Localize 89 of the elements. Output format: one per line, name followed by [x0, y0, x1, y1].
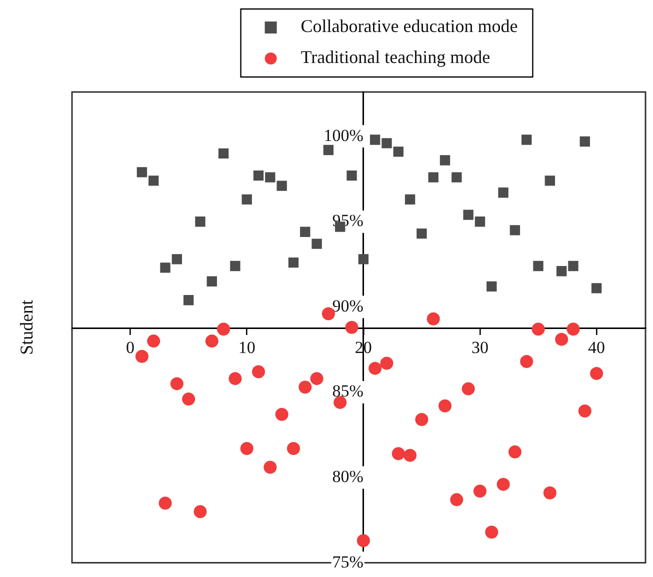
point: [242, 194, 252, 205]
point: [520, 355, 534, 368]
point: [345, 320, 358, 334]
x-tick-label: 30: [471, 338, 488, 357]
point: [218, 148, 229, 159]
point: [288, 257, 299, 268]
point: [404, 194, 416, 205]
point: [404, 448, 417, 462]
point: [580, 136, 590, 147]
point: [508, 445, 522, 458]
point: [275, 408, 288, 421]
point: [312, 238, 322, 249]
point: [182, 392, 196, 406]
point: [230, 260, 240, 272]
point: [533, 260, 544, 272]
point: [496, 478, 510, 491]
point: [393, 146, 404, 157]
legend-label: Collaborative education mode: [300, 16, 518, 36]
point: [544, 176, 556, 186]
point: [450, 493, 464, 506]
y-tick-label: 85%: [332, 382, 364, 401]
point: [358, 254, 369, 264]
point: [462, 382, 475, 396]
point: [415, 413, 428, 426]
point: [486, 281, 497, 292]
y-axis-title: Student: [16, 300, 37, 355]
y-tick-label: 100%: [324, 126, 364, 145]
point: [298, 380, 312, 394]
point: [416, 228, 427, 239]
point: [300, 226, 310, 237]
point: [426, 312, 440, 326]
point: [392, 447, 405, 460]
point: [172, 254, 182, 264]
point: [265, 172, 276, 182]
point: [498, 188, 508, 198]
point: [356, 534, 370, 548]
point: [428, 172, 438, 182]
point: [264, 460, 277, 474]
point: [452, 172, 462, 182]
point: [170, 377, 184, 390]
point: [485, 526, 498, 539]
point: [510, 225, 520, 236]
point: [591, 283, 602, 294]
point: [566, 322, 580, 336]
x-tick-label: 40: [588, 338, 606, 357]
point: [183, 295, 194, 306]
point: [240, 442, 254, 456]
point: [160, 262, 170, 273]
point: [522, 134, 532, 145]
point: [346, 170, 357, 181]
point: [438, 399, 452, 412]
point: [473, 484, 486, 498]
x-tick-label: 0: [126, 338, 135, 357]
y-tick-label: 90%: [332, 296, 364, 316]
point: [555, 332, 568, 346]
point: [217, 322, 230, 336]
x-tick-label: 10: [238, 338, 256, 357]
y-tick-label: 75%: [332, 552, 364, 572]
point: [590, 366, 604, 380]
point: [158, 496, 172, 510]
point: [380, 356, 394, 370]
point: [323, 144, 334, 156]
point: [253, 170, 264, 181]
point: [370, 134, 380, 145]
point: [194, 505, 207, 518]
point: [440, 155, 450, 166]
point: [578, 404, 592, 418]
point: [276, 180, 287, 191]
point: [286, 442, 300, 456]
point: [532, 322, 545, 336]
point: [463, 210, 474, 220]
point: [556, 266, 567, 276]
point: [368, 362, 382, 375]
point: [206, 276, 217, 286]
point: [136, 167, 148, 178]
point: [195, 216, 206, 227]
point: [148, 176, 159, 186]
point: [228, 372, 242, 386]
point: [252, 365, 266, 378]
point: [135, 350, 148, 363]
point: [205, 334, 218, 348]
point: [568, 260, 578, 272]
legend-label: Traditional teaching mode: [300, 47, 490, 68]
point: [543, 486, 556, 500]
point: [147, 334, 160, 348]
point: [310, 372, 324, 386]
point: [474, 216, 486, 227]
point: [382, 138, 392, 148]
y-tick-label: 80%: [332, 466, 364, 486]
